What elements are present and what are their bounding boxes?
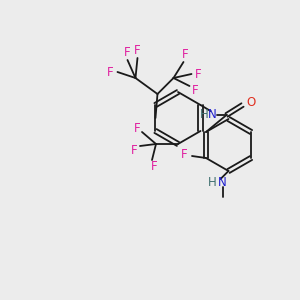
Text: N: N bbox=[208, 109, 217, 122]
Text: F: F bbox=[134, 122, 140, 134]
Text: H: H bbox=[208, 176, 217, 190]
Text: H: H bbox=[200, 109, 209, 122]
Text: F: F bbox=[192, 85, 199, 98]
Text: F: F bbox=[107, 65, 114, 79]
Text: O: O bbox=[246, 95, 255, 109]
Text: F: F bbox=[181, 148, 187, 160]
Text: F: F bbox=[151, 160, 157, 173]
Text: F: F bbox=[131, 143, 137, 157]
Text: F: F bbox=[195, 68, 202, 80]
Text: F: F bbox=[134, 44, 141, 58]
Text: N: N bbox=[218, 176, 227, 190]
Text: F: F bbox=[124, 46, 131, 59]
Text: F: F bbox=[182, 49, 189, 62]
